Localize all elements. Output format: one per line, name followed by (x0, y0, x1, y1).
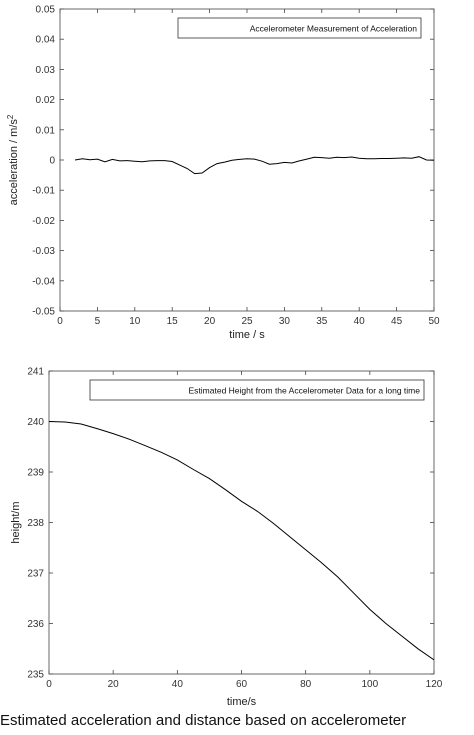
y-tick-label: 236 (27, 619, 44, 630)
x-axis-label: time / s (229, 329, 265, 341)
y-tick-label: 239 (27, 468, 44, 479)
x-tick-label: 15 (167, 316, 179, 327)
y-tick-label: 0.02 (36, 95, 56, 106)
x-tick-label: 45 (391, 316, 403, 327)
y-tick-label: -0.05 (32, 307, 55, 318)
series-line (48, 421, 435, 661)
x-tick-label: 40 (172, 679, 184, 690)
legend-box (177, 17, 422, 39)
x-tick-label: 100 (361, 679, 378, 690)
legend-label: Accelerometer Measurement of Acceleratio… (250, 24, 418, 34)
y-tick-label: -0.01 (32, 186, 55, 197)
y-tick-label: 240 (27, 417, 44, 428)
y-tick-label: 0.05 (36, 5, 56, 16)
x-tick-label: 25 (241, 316, 253, 327)
plot-frame (48, 370, 435, 675)
x-tick-label: 80 (300, 679, 312, 690)
x-tick-label: 35 (316, 316, 328, 327)
y-tick-label: 235 (27, 670, 44, 681)
y-axis-label-superscript: 2 (6, 114, 15, 119)
chart-acceleration: 0 5 10 15 20 25 30 35 40 45 50-0.05-0.04-0.03-0.02… (6, 5, 440, 342)
y-tick-label: 237 (27, 569, 44, 580)
x-tick-label: 120 (426, 679, 443, 690)
x-tick-label: 50 (428, 316, 440, 327)
y-tick-label: 0.03 (36, 65, 56, 76)
chart-height: 0 20 40 60 80 100 120 235 236 237 238 239 240 241 time… (10, 367, 443, 709)
legend-label: Estimated Height from the Accelerometer … (189, 386, 421, 396)
x-tick-label: 5 (95, 316, 101, 327)
legend-box (89, 379, 425, 401)
x-tick-label: 10 (129, 316, 141, 327)
x-tick-label: 20 (204, 316, 216, 327)
y-tick-label: -0.04 (32, 276, 55, 287)
figure-caption: Estimated acceleration and distance base… (0, 712, 407, 729)
y-tick-label: 0 (49, 156, 55, 167)
y-axis-label: acceleration / m/s2 (6, 114, 21, 205)
x-axis-label: time/s (227, 696, 257, 708)
x-tick-label: 40 (354, 316, 366, 327)
x-tick-label: 0 (57, 316, 63, 327)
y-tick-label: -0.02 (32, 216, 55, 227)
x-tick-label: 20 (108, 679, 120, 690)
y-tick-label: 0.04 (36, 35, 56, 46)
y-axis-label: height/m (10, 501, 22, 543)
figure: 0 5 10 15 20 25 30 35 40 45 50-0.05-0.04-0.03-0.02… (6, 5, 443, 709)
y-tick-label: -0.03 (32, 246, 55, 257)
x-tick-label: 60 (236, 679, 248, 690)
y-tick-label: 0.01 (36, 125, 56, 136)
y-tick-label: 238 (27, 518, 44, 529)
x-tick-label: 0 (46, 679, 52, 690)
y-tick-label: 241 (27, 367, 44, 378)
series-line (74, 156, 435, 175)
x-tick-label: 30 (279, 316, 291, 327)
